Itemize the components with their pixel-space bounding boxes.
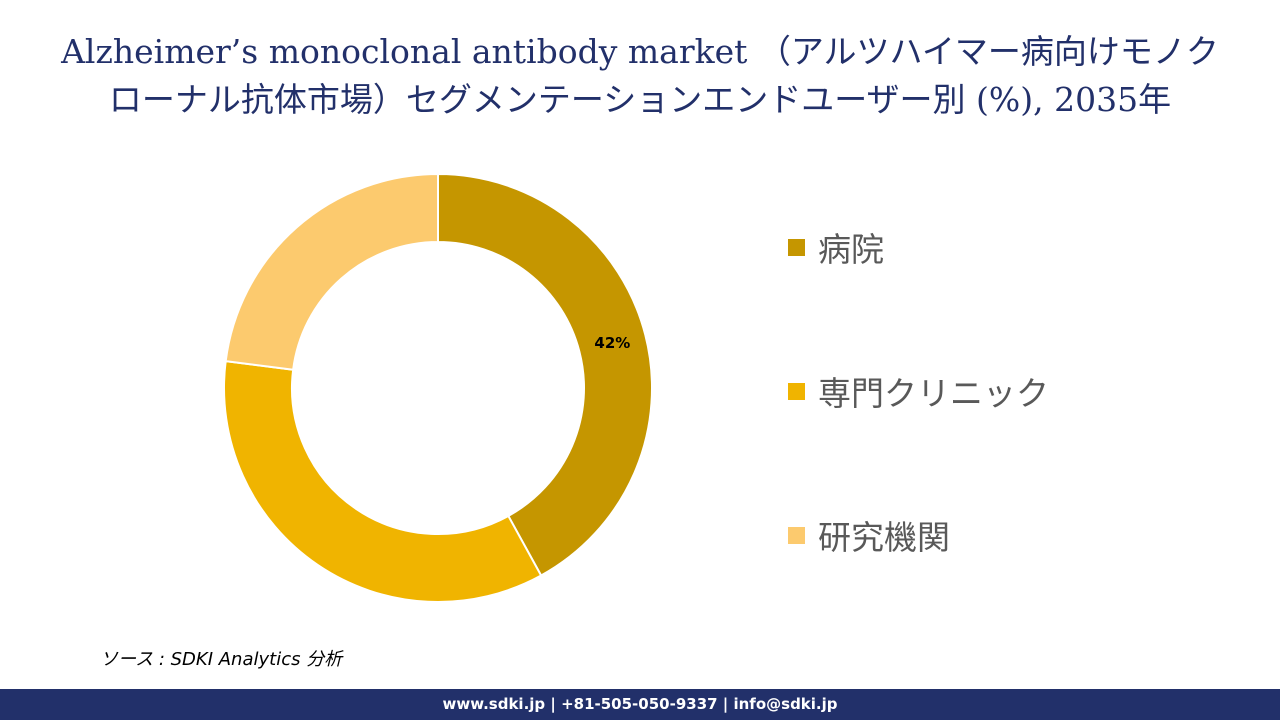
chart-title: Alzheimer’s monoclonal antibody market （…	[0, 28, 1280, 124]
legend-item-1: 病院	[788, 222, 884, 272]
donut-slice-2	[223, 360, 543, 603]
legend-item-2: 専門クリニック	[788, 366, 1049, 416]
chart-title-line-2: ローナル抗体市場）セグメンテーションエンドユーザー別 (%), 2035年	[108, 80, 1172, 119]
footer-contact-bar: www.sdki.jp | +81-505-050-9337 | info@sd…	[0, 689, 1280, 720]
donut-slice-3	[224, 172, 439, 371]
legend-label-1: 病院	[818, 230, 884, 269]
legend-label-2: 専門クリニック	[818, 374, 1049, 413]
legend-swatch-2	[788, 382, 805, 400]
legend-swatch-3	[788, 526, 805, 544]
legend-label-3: 研究機関	[818, 518, 950, 557]
legend-item-3: 研究機関	[788, 510, 950, 560]
legend-swatch-1	[788, 238, 805, 256]
source-note: ソース : SDKI Analytics 分析	[100, 649, 343, 670]
chart-title-line-1: Alzheimer’s monoclonal antibody market （…	[61, 32, 1219, 71]
donut-slice-1	[437, 172, 653, 577]
donut-data-label-1: 42%	[594, 334, 630, 352]
